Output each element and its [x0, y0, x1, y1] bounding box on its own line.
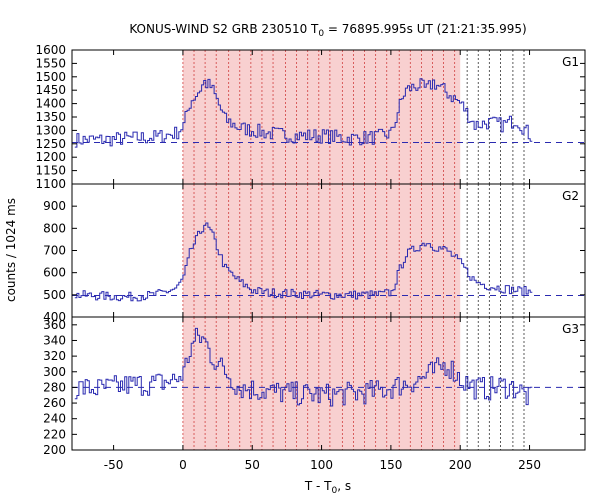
- light-curve-g1: [74, 78, 533, 148]
- y-tick-label-g2-1: 500: [43, 288, 66, 302]
- x-tick-label-4: 150: [379, 458, 402, 472]
- x-tick-label-1: 0: [179, 458, 187, 472]
- light-curve-g2: [74, 222, 533, 302]
- y-tick-label-g2-4: 800: [43, 221, 66, 235]
- chart-title: KONUS-WIND S2 GRB 230510 T0 = 76895.995s…: [129, 22, 526, 39]
- y-tick-label-g3-5: 300: [43, 365, 66, 379]
- x-tick-label-5: 200: [449, 458, 472, 472]
- y-tick-label-g1-3: 1250: [35, 137, 66, 151]
- y-tick-label-g1-10: 1600: [35, 43, 66, 57]
- y-tick-label-g3-8: 360: [43, 318, 66, 332]
- y-tick-label-g1-4: 1300: [35, 123, 66, 137]
- panel-label-g2: G2: [562, 189, 579, 203]
- shaded-interval-g3: [182, 317, 461, 450]
- y-tick-label-g3-2: 240: [43, 412, 66, 426]
- y-tick-label-g2-2: 600: [43, 266, 66, 280]
- x-axis-label: T - T0, s: [304, 479, 351, 496]
- y-tick-label-g1-1: 1150: [35, 164, 66, 178]
- y-tick-label-g1-6: 1400: [35, 97, 66, 111]
- y-tick-label-g3-6: 320: [43, 349, 66, 363]
- light-curve-g3: [74, 327, 533, 407]
- y-tick-label-g1-8: 1500: [35, 70, 66, 84]
- panel-label-g1: G1: [562, 55, 579, 69]
- y-tick-label-g3-7: 340: [43, 333, 66, 347]
- y-tick-label-g1-5: 1350: [35, 110, 66, 124]
- y-tick-label-g1-7: 1450: [35, 83, 66, 97]
- panels-group: 1100115012001250130013501400145015001550…: [35, 43, 586, 472]
- y-tick-label-g1-9: 1550: [35, 56, 66, 70]
- y-tick-label-g2-0: 400: [43, 310, 66, 324]
- shaded-interval-g1: [182, 50, 461, 184]
- x-tick-label-6: 250: [518, 458, 541, 472]
- panel-frame-g3: [71, 316, 586, 451]
- x-tick-label-3: 100: [310, 458, 333, 472]
- panel-label-g3: G3: [562, 322, 579, 336]
- y-tick-label-g3-4: 280: [43, 380, 66, 394]
- x-tick-label-0: -50: [104, 458, 124, 472]
- y-tick-label-g3-3: 260: [43, 396, 66, 410]
- y-tick-label-g1-2: 1200: [35, 150, 66, 164]
- y-tick-label-g3-1: 220: [43, 427, 66, 441]
- y-tick-label-g2-3: 700: [43, 244, 66, 258]
- y-axis-label: counts / 1024 ms: [4, 198, 18, 302]
- x-tick-label-2: 50: [245, 458, 260, 472]
- y-tick-label-g2-5: 900: [43, 199, 66, 213]
- y-tick-label-g1-0: 1100: [35, 177, 66, 191]
- y-tick-label-g3-0: 200: [43, 443, 66, 457]
